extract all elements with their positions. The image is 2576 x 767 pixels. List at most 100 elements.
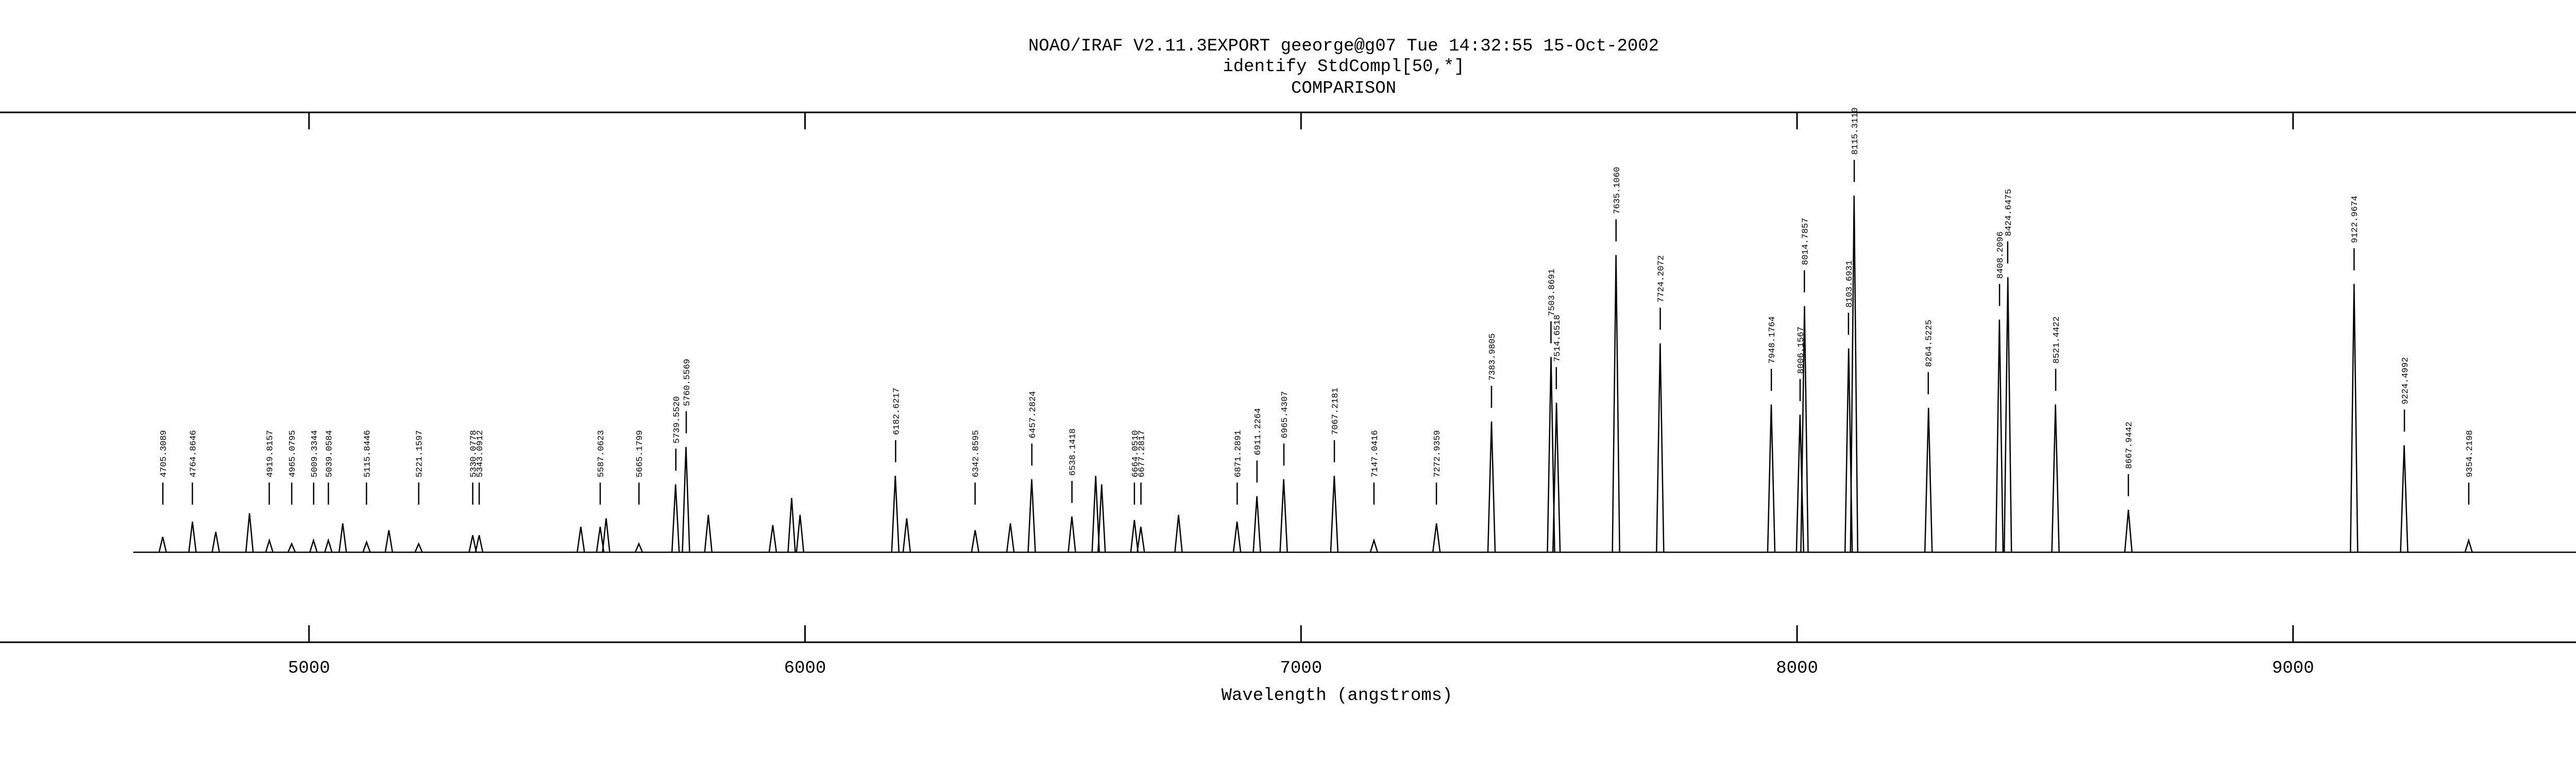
line-id-label: 7147.0416 xyxy=(1370,430,1380,477)
emission-peak xyxy=(891,476,900,553)
emission-peak xyxy=(1137,526,1145,553)
emission-peak xyxy=(2003,277,2012,553)
emission-peak xyxy=(596,526,605,553)
line-id-label: 9354.2198 xyxy=(2465,430,2475,477)
line-id-label: 7724.2072 xyxy=(1657,255,1667,303)
emission-peak xyxy=(1091,476,1100,553)
line-id-label: 6677.2817 xyxy=(1138,430,1147,477)
emission-peak xyxy=(2051,404,2060,553)
chart-subtitle: COMPARISON xyxy=(1291,79,1396,98)
line-id-label: 8667.9442 xyxy=(2125,422,2134,469)
emission-peak xyxy=(971,530,980,553)
emission-peak xyxy=(1279,479,1288,553)
line-id-label: 7383.9805 xyxy=(1488,334,1498,381)
emission-peak xyxy=(265,538,274,553)
line-id-label: 7948.1764 xyxy=(1768,316,1777,364)
emission-peak xyxy=(1232,521,1242,553)
chart-subtitle: identify StdCompl[50,*] xyxy=(1223,57,1464,77)
emission-peak xyxy=(474,535,484,553)
line-id-label: 5665.1799 xyxy=(635,430,645,477)
line-id-label: 6664.0510 xyxy=(1131,430,1141,477)
emission-peak xyxy=(158,537,167,553)
emission-peak xyxy=(2464,538,2473,553)
emission-peak xyxy=(414,542,423,553)
line-id-label: 5009.3344 xyxy=(310,430,320,477)
x-axis-label: Wavelength (angstroms) xyxy=(1222,686,1453,706)
emission-peak xyxy=(1130,520,1139,553)
emission-peak xyxy=(1552,403,1561,553)
x-tick-label: 9000 xyxy=(2272,659,2314,678)
emission-peak xyxy=(1612,255,1620,553)
emission-peak xyxy=(602,518,611,553)
emission-peak xyxy=(338,523,347,553)
line-id-label: 4965.0795 xyxy=(288,430,298,477)
emission-peak xyxy=(188,521,197,553)
line-id-label: 6871.2891 xyxy=(1233,430,1243,477)
line-id-label: 8014.7857 xyxy=(1801,218,1810,265)
line-id-label: 5221.1597 xyxy=(415,430,425,477)
emission-peak xyxy=(2349,284,2359,553)
emission-peak xyxy=(682,447,690,553)
emission-peak xyxy=(902,518,911,553)
line-id-label: 5039.0584 xyxy=(325,430,334,477)
emission-peak xyxy=(1656,343,1665,553)
emission-peak xyxy=(1850,195,1859,553)
emission-peak xyxy=(577,526,585,553)
emission-peak xyxy=(1067,516,1076,553)
line-id-label: 5760.5569 xyxy=(683,359,692,406)
line-id-label: 7514.6518 xyxy=(1553,314,1563,362)
emission-peak xyxy=(245,513,254,553)
emission-peak xyxy=(1995,319,2004,553)
emission-peak xyxy=(468,535,477,553)
emission-peak xyxy=(704,514,713,553)
emission-peak xyxy=(1924,408,1933,553)
emission-peak xyxy=(1795,414,1805,553)
emission-peak xyxy=(1547,357,1555,553)
emission-peak xyxy=(287,542,296,553)
emission-peak xyxy=(1432,523,1441,553)
emission-peak xyxy=(795,514,805,553)
emission-peak xyxy=(324,538,333,553)
emission-peak xyxy=(1767,404,1776,553)
line-id-label: 4919.8157 xyxy=(266,430,276,477)
emission-peak xyxy=(2124,509,2133,553)
line-id-label: 9224.4992 xyxy=(2401,357,2411,405)
line-id-label: 8264.5225 xyxy=(1925,320,1935,367)
emission-peak xyxy=(2400,445,2409,553)
line-id-label: 7067.2181 xyxy=(1331,388,1341,435)
line-id-label: 6538.1418 xyxy=(1069,428,1078,476)
emission-peak xyxy=(1330,476,1339,553)
emission-peak xyxy=(1800,306,1809,553)
line-id-label: 8115.3110 xyxy=(1851,107,1860,155)
line-id-label: 7272.9359 xyxy=(1433,430,1443,477)
line-id-label: 7635.1060 xyxy=(1613,167,1622,214)
line-id-label: 8521.4422 xyxy=(2052,316,2062,364)
line-id-label: 8408.2096 xyxy=(1996,231,2006,279)
line-id-label: 8103.6931 xyxy=(1845,260,1855,308)
emission-peak xyxy=(671,484,680,553)
line-id-label: 4705.3089 xyxy=(159,430,169,477)
emission-peak xyxy=(634,542,643,553)
chart-title: NOAO/IRAF V2.11.3EXPORT geeorge@g07 Tue … xyxy=(1028,37,1659,56)
emission-peak xyxy=(384,530,394,553)
line-id-label: 5587.0623 xyxy=(597,430,606,477)
emission-peak xyxy=(1097,484,1106,553)
line-id-label: 5115.8446 xyxy=(363,430,372,477)
emission-peak xyxy=(1174,514,1183,553)
emission-peak xyxy=(309,538,318,553)
emission-peak xyxy=(787,497,796,553)
x-tick-label: 6000 xyxy=(784,659,826,678)
x-tick-label: 8000 xyxy=(1776,659,1818,678)
emission-peak xyxy=(362,540,371,553)
emission-peak xyxy=(1027,479,1036,553)
x-tick-label: 5000 xyxy=(288,659,330,678)
emission-peak xyxy=(1369,538,1379,553)
line-id-label: 6965.4307 xyxy=(1280,391,1290,439)
emission-peak xyxy=(211,531,221,553)
line-id-label: 5330.0778 xyxy=(469,430,479,477)
line-id-label: 8006.1567 xyxy=(1797,326,1806,374)
line-id-label: 6457.2824 xyxy=(1028,391,1038,439)
